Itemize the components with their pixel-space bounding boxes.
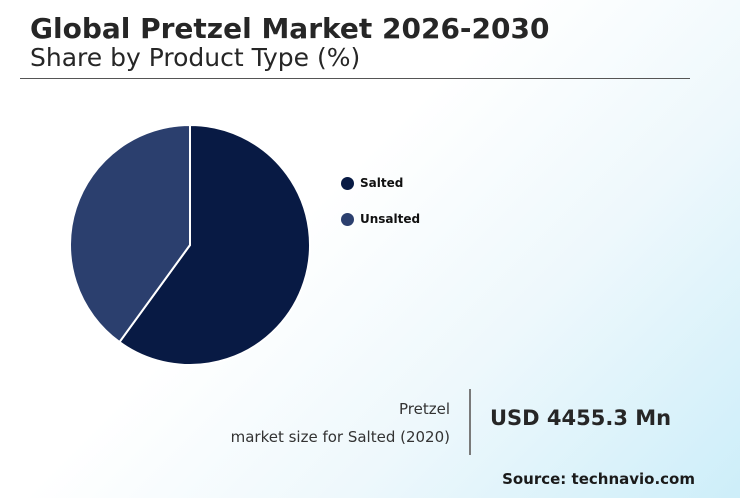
pie-slice-unsalted xyxy=(69,123,191,344)
chart-subtitle: Share by Product Type (%) xyxy=(30,43,361,72)
legend-item-salted: Salted xyxy=(341,174,420,192)
legend: Salted Unsalted xyxy=(341,174,420,246)
legend-label-unsalted: Unsalted xyxy=(360,212,421,226)
stat-label-line1: Pretzel xyxy=(399,400,450,418)
legend-label-salted: Salted xyxy=(360,176,404,190)
chart-title: Global Pretzel Market 2026-2030 xyxy=(30,12,550,45)
pie-chart xyxy=(69,123,311,366)
pie-slice-salted xyxy=(118,123,311,366)
legend-swatch-unsalted xyxy=(341,212,354,226)
legend-swatch-salted xyxy=(341,176,354,190)
legend-item-unsalted: Unsalted xyxy=(341,210,420,228)
title-divider xyxy=(20,78,690,79)
stat-label-line2: market size for Salted (2020) xyxy=(230,428,450,446)
stat-divider xyxy=(469,389,471,455)
stat-value: USD 4455.3 Mn xyxy=(490,406,672,430)
source-credit: Source: technavio.com xyxy=(502,470,695,488)
